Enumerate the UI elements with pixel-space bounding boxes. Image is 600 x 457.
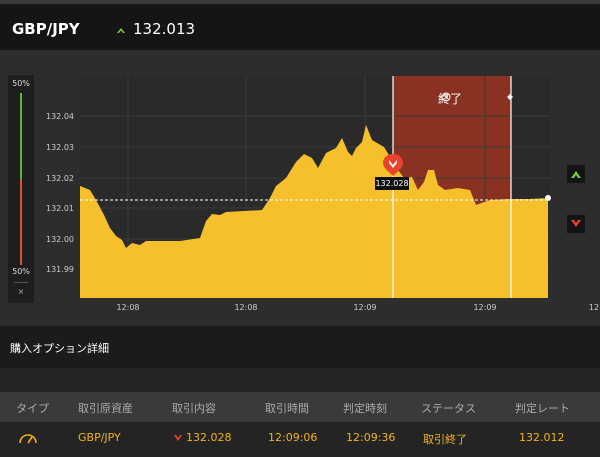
entry-rate-tag: 132.028 bbox=[375, 177, 409, 190]
gauge-top-label: 50% bbox=[12, 79, 30, 88]
x-tick: 12:08 bbox=[234, 303, 257, 312]
y-tick: 132.03 bbox=[46, 143, 74, 152]
rate-area bbox=[80, 125, 548, 298]
sentiment-gauge: 50% 50% × bbox=[8, 75, 34, 303]
column-header: 取引原資産 bbox=[78, 402, 133, 415]
y-tick: 131.99 bbox=[46, 265, 74, 274]
expiry-label: 終了 bbox=[438, 92, 463, 106]
rate-cell: 132.012 bbox=[519, 431, 565, 444]
top-strip bbox=[0, 0, 600, 4]
down-arrow-icon bbox=[571, 220, 581, 227]
up-arrow-icon bbox=[117, 28, 125, 33]
column-header: 判定レート bbox=[515, 402, 570, 415]
table-row[interactable]: GBP/JPY 132.028 12:09:06 12:09:36 取引終了 1… bbox=[0, 422, 600, 457]
y-tick: 132.04 bbox=[46, 112, 74, 121]
y-tick: 132.02 bbox=[46, 174, 74, 183]
purchase-details-section: 購入オプション詳細 bbox=[0, 326, 600, 368]
column-header: タイプ bbox=[16, 402, 49, 415]
current-rate: 132.013 bbox=[133, 20, 196, 38]
x-tick: 12:08 bbox=[116, 303, 139, 312]
low-button[interactable] bbox=[567, 215, 585, 233]
rate-chart: 132.04 132.03 132.02 132.01 132.00 131.9… bbox=[46, 76, 599, 312]
high-button[interactable] bbox=[567, 165, 585, 183]
judge-time-cell: 12:09:36 bbox=[346, 431, 396, 444]
gauge-icon bbox=[19, 434, 37, 444]
entry-marker bbox=[383, 154, 403, 176]
current-rate-dot bbox=[545, 195, 551, 201]
clock-icon bbox=[441, 92, 451, 102]
column-header: ステータス bbox=[421, 402, 476, 415]
gauge-close-icon[interactable]: × bbox=[17, 287, 25, 296]
column-header: 判定時刻 bbox=[343, 402, 387, 415]
column-header: 取引時間 bbox=[265, 402, 309, 415]
up-arrow-icon bbox=[571, 171, 581, 178]
content-cell: 132.028 bbox=[186, 431, 232, 444]
down-arrow-icon bbox=[174, 435, 182, 441]
y-axis-labels: 132.04 132.03 132.02 132.01 132.00 131.9… bbox=[46, 112, 74, 274]
x-axis-labels: 12:08 12:08 12:09 12:09 12 bbox=[116, 303, 599, 312]
section-title: 購入オプション詳細 bbox=[10, 342, 109, 355]
y-tick: 132.00 bbox=[46, 235, 74, 244]
x-tick: 12:09 bbox=[473, 303, 496, 312]
table-header: タイプ 取引原資産 取引内容 取引時間 判定時刻 ステータス 判定レート bbox=[0, 392, 600, 422]
column-header: 取引内容 bbox=[172, 402, 216, 415]
header: GBP/JPY 132.013 bbox=[0, 4, 600, 50]
pair-name: GBP/JPY bbox=[12, 20, 80, 38]
x-tick: 12:09 bbox=[353, 303, 376, 312]
time-cell: 12:09:06 bbox=[268, 431, 318, 444]
gauge-bottom-label: 50% bbox=[12, 267, 30, 276]
x-tick: 12 bbox=[589, 303, 599, 312]
gauge-low-bar bbox=[20, 179, 22, 265]
gauge-high-bar bbox=[20, 93, 22, 179]
y-tick: 132.01 bbox=[46, 204, 74, 213]
expiry-handle-icon bbox=[507, 94, 513, 100]
status-cell: 取引終了 bbox=[423, 433, 467, 446]
asset-cell: GBP/JPY bbox=[78, 431, 121, 444]
gauge-divider bbox=[14, 282, 28, 283]
